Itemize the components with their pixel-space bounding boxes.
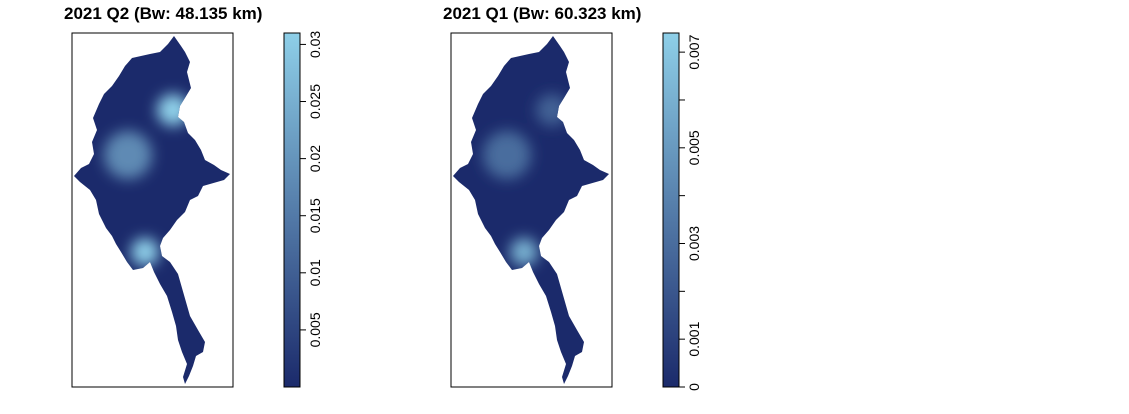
colorbar-tick-label: 0.005 (686, 130, 702, 165)
hotspot-south-delta (131, 238, 159, 266)
colorbar-tick-label: 0.007 (686, 34, 702, 69)
hotspot-north-east (536, 94, 568, 126)
panel-title-q2: 2021 Q2 (Bw: 48.135 km) (64, 4, 263, 23)
hotspot-south-delta (510, 238, 538, 266)
colorbar-tick-label: 0.005 (307, 312, 323, 347)
map-frame (450, 32, 613, 388)
colorbar-tick-label: 0.03 (307, 31, 323, 58)
colorbar-tick-label: 0.001 (686, 321, 702, 356)
colorbar (283, 32, 301, 388)
colorbar (662, 32, 680, 388)
colorbar-tick-label: 0.01 (307, 259, 323, 286)
color-legend-q1: 0 0.001 0.003 0.005 0.007 (662, 32, 702, 391)
colorbar-tick-label: 0.025 (307, 84, 323, 119)
colorbar-tick-label: 0.003 (686, 226, 702, 261)
color-legend-q2: 0.005 0.01 0.015 0.02 0.025 0.03 (283, 31, 323, 388)
hotspot-north-east (157, 94, 189, 126)
colorbar-tick-label: 0 (686, 383, 702, 391)
panel-title-q1: 2021 Q1 (Bw: 60.323 km) (443, 4, 642, 23)
map-panel-q1 (450, 32, 613, 388)
map-panel-q2 (71, 32, 234, 388)
myanmar-surface (74, 36, 230, 384)
myanmar-surface (453, 36, 609, 384)
colorbar-tick-label: 0.015 (307, 198, 323, 233)
hotspot-central (104, 131, 152, 179)
map-frame (71, 32, 234, 388)
hotspot-central (483, 131, 531, 179)
colorbar-tick-label: 0.02 (307, 145, 323, 172)
